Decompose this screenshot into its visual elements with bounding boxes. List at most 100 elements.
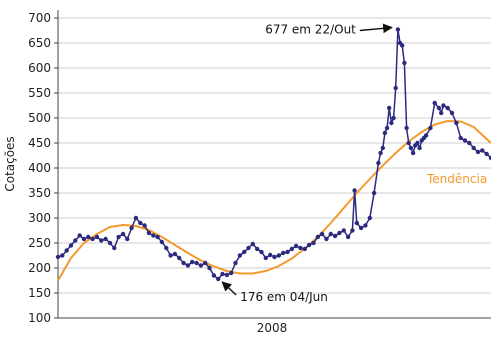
price-point [352, 188, 357, 193]
y-tick-label: 250 [28, 236, 51, 250]
price-point [406, 140, 411, 146]
y-tick-label: 650 [28, 36, 51, 50]
price-point [64, 248, 69, 253]
price-point [120, 231, 126, 237]
y-axis-label: Cotações [3, 136, 17, 191]
price-point [389, 120, 394, 126]
price-point [324, 236, 329, 242]
price-point [391, 115, 396, 121]
price-point [408, 145, 414, 151]
price-point [415, 140, 420, 146]
min-annotation-arrow [221, 281, 237, 296]
price-point [86, 234, 91, 240]
price-point [380, 145, 385, 151]
y-tick-label: 600 [28, 61, 51, 75]
grid [58, 17, 491, 294]
price-point [439, 110, 444, 116]
price-point [259, 249, 264, 255]
price-point [164, 245, 169, 251]
max-annotation-arrow [359, 23, 393, 34]
price-point [203, 260, 208, 266]
price-point [107, 240, 113, 246]
price-point [467, 140, 472, 146]
trend-line [57, 119, 491, 282]
min-annotation-label: 176 em 04/Jun [240, 290, 328, 304]
price-point [436, 105, 442, 111]
price-point [488, 155, 491, 161]
price-point [181, 260, 186, 266]
annotations: 677 em 22/Out 176 em 04/Jun [221, 23, 393, 304]
price-point [306, 242, 312, 248]
price-point [112, 245, 117, 251]
price-point [151, 233, 156, 238]
price-point [207, 265, 212, 271]
price-point [462, 138, 468, 143]
price-point [190, 259, 195, 265]
y-tick-label: 100 [28, 311, 51, 325]
price-point [423, 133, 429, 138]
price-point [302, 246, 307, 252]
x-axis-label: 2008 [257, 321, 288, 335]
y-tick-label: 200 [28, 261, 51, 275]
price-point [55, 254, 61, 260]
price-point [402, 60, 407, 66]
price-point [159, 239, 165, 245]
price-point [211, 273, 217, 278]
price-point [268, 252, 273, 258]
price-point [216, 276, 221, 282]
price-point [454, 120, 459, 126]
price-point [289, 246, 294, 252]
price-point [155, 234, 160, 240]
price-line [57, 29, 491, 281]
price-point [475, 149, 481, 155]
y-tick-label: 550 [28, 86, 51, 100]
price-point [441, 103, 446, 108]
price-point [242, 249, 247, 255]
price-point [319, 231, 325, 237]
price-point [77, 233, 82, 238]
price-point [371, 190, 377, 196]
price-point [198, 263, 204, 268]
price-point [81, 236, 87, 242]
price-point [376, 160, 381, 166]
y-tick-label: 350 [28, 186, 51, 200]
price-point [138, 220, 143, 226]
price-point [484, 151, 489, 157]
y-tick-label: 450 [28, 136, 51, 150]
price-point [345, 234, 351, 240]
price-point [272, 254, 277, 260]
price-point [276, 253, 281, 258]
y-tick-label: 700 [28, 11, 51, 25]
price-point [428, 125, 433, 131]
price-point [233, 260, 238, 266]
price-point [395, 27, 401, 32]
price-point [311, 240, 316, 246]
price-point [387, 105, 392, 111]
price-point [116, 234, 121, 240]
price-point [146, 230, 152, 236]
price-point [293, 243, 299, 249]
price-point [445, 105, 450, 111]
price-point [332, 233, 338, 239]
price-point [285, 249, 290, 255]
price-point [237, 253, 243, 258]
price-point [350, 228, 355, 233]
price-point [172, 251, 178, 257]
price-point [94, 234, 100, 240]
price-point [129, 225, 134, 231]
price-point [337, 230, 342, 236]
price-point [400, 43, 405, 48]
price-point [354, 220, 359, 226]
price-point [255, 246, 260, 252]
price-point [432, 100, 437, 106]
price-point [404, 125, 409, 131]
price-point [194, 260, 199, 266]
price-point [378, 150, 383, 156]
price-point [410, 150, 416, 156]
price-point [480, 148, 485, 153]
price-point [103, 236, 108, 242]
price-point [471, 145, 476, 151]
price-point [384, 125, 390, 131]
price-point [185, 263, 191, 268]
